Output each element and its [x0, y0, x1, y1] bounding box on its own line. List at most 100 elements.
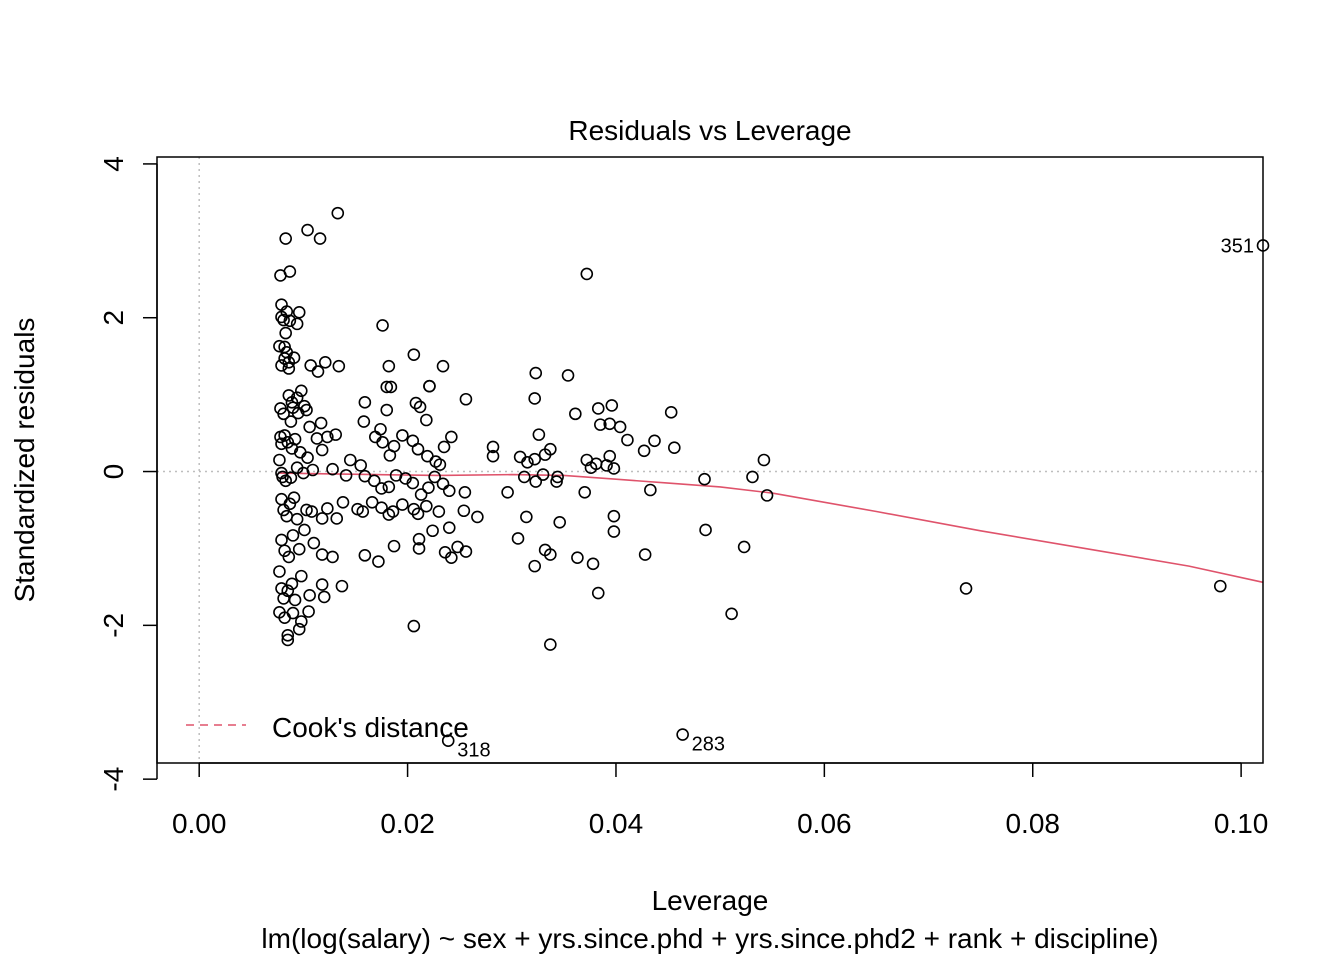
data-point: [305, 505, 319, 518]
x-tick-label: 0.02: [380, 808, 435, 839]
data-point: [458, 485, 472, 499]
data-point: [396, 429, 409, 442]
data-point: [287, 491, 301, 504]
data-point: [285, 577, 299, 591]
data-point: [315, 548, 329, 561]
point-id-label: 318: [457, 740, 490, 762]
data-point: [277, 407, 290, 421]
data-point: [281, 584, 295, 598]
data-point: [295, 569, 308, 583]
data-point: [288, 432, 302, 446]
data-point: [273, 339, 286, 353]
data-point: [343, 453, 357, 467]
data-point: [486, 449, 500, 463]
data-point: [302, 605, 315, 618]
data-point: [303, 420, 316, 434]
y-tick-label: -4: [98, 767, 129, 792]
data-point: [459, 392, 473, 406]
data-point: [282, 362, 296, 375]
data-point: [275, 359, 288, 372]
data-point: [314, 416, 328, 430]
data-point: [471, 510, 484, 524]
data-point: [281, 633, 295, 647]
data-point: [513, 450, 527, 464]
model-formula: lm(log(salary) ~ sex + yrs.since.phd + y…: [261, 923, 1158, 954]
data-point: [411, 442, 425, 456]
data-point: [414, 488, 428, 501]
data-point: [413, 400, 427, 414]
data-point: [315, 512, 329, 525]
data-point: [409, 396, 423, 410]
data-point: [306, 463, 320, 477]
x-tick-label: 0.08: [1005, 808, 1060, 839]
data-point: [275, 437, 288, 451]
data-point: [291, 406, 305, 420]
data-point: [275, 533, 288, 547]
data-point: [486, 440, 500, 454]
data-point: [276, 470, 289, 484]
data-point: [737, 540, 751, 554]
data-point: [607, 509, 621, 523]
data-point: [376, 319, 389, 332]
x-tick-label: 0.04: [589, 808, 644, 839]
data-point: [283, 314, 297, 328]
data-point: [428, 470, 441, 484]
data-point: [301, 451, 314, 464]
data-point: [329, 428, 342, 441]
data-point: [544, 442, 557, 456]
data-point: [607, 525, 621, 538]
reference-lines: [157, 157, 1263, 763]
data-point: [330, 512, 344, 525]
data-point: [387, 539, 401, 553]
data-point: [382, 359, 396, 373]
data-point: [746, 470, 759, 484]
data-point: [277, 313, 290, 327]
data-point: [282, 356, 296, 369]
legend: Cook's distance: [186, 712, 469, 743]
data-point: [698, 472, 711, 486]
data-point: [451, 540, 464, 554]
data-point: [292, 542, 306, 556]
x-axis-label: Leverage: [652, 885, 769, 916]
data-point: [282, 389, 296, 402]
data-point: [279, 326, 292, 340]
data-point: [544, 548, 557, 561]
data-point-labeled: [441, 734, 455, 747]
data-point: [411, 507, 425, 521]
data-point: [275, 582, 288, 595]
data-point: [380, 380, 394, 394]
data-point: [959, 582, 973, 595]
data-point: [300, 503, 313, 517]
data-point: [273, 453, 286, 467]
data-point: [420, 499, 433, 513]
data-point: [668, 441, 681, 454]
data-point: [367, 474, 381, 488]
data-point: [422, 481, 435, 494]
data-point: [301, 223, 314, 237]
data-point: [396, 498, 409, 511]
y-tick-label: 0: [98, 464, 129, 480]
data-point: [664, 406, 678, 419]
data-point: [638, 548, 652, 561]
data-point: [591, 402, 605, 415]
data-point: [407, 348, 421, 361]
data-point: [550, 475, 563, 488]
data-point: [288, 593, 302, 607]
data-point: [594, 418, 607, 431]
data-point: [303, 589, 316, 602]
data-point: [644, 483, 657, 497]
data-point: [356, 505, 370, 518]
data-point: [384, 380, 398, 394]
plot-frame: [156, 156, 1264, 764]
data-point: [357, 415, 371, 428]
data-point: [551, 470, 564, 484]
data-point: [335, 579, 349, 593]
y-tick-label: 2: [98, 310, 129, 326]
data-point: [511, 532, 525, 545]
data-point: [339, 469, 353, 482]
data-point: [284, 471, 298, 484]
data-point: [529, 366, 543, 380]
data-point: [571, 551, 584, 564]
x-tick-label: 0.10: [1214, 808, 1269, 839]
data-point: [304, 359, 317, 372]
